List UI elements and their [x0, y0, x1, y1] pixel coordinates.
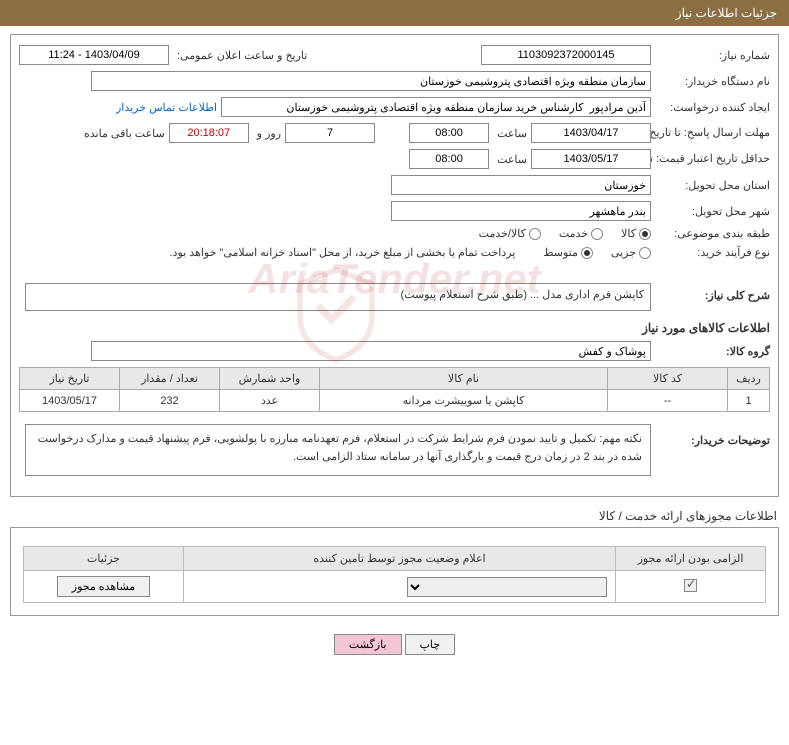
- row-validity: حداقل تاریخ اعتبار قیمت: تا تاریخ: ساعت: [19, 149, 770, 169]
- need-number-label: شماره نیاز:: [655, 49, 770, 62]
- row-buyer: نام دستگاه خریدار:: [19, 71, 770, 91]
- category-label: طبقه بندی موضوعی:: [655, 227, 770, 240]
- process-note: پرداخت تمام یا بخشی از مبلغ خرید، از محل…: [170, 246, 520, 259]
- required-checkbox[interactable]: [684, 579, 697, 592]
- radio-medium[interactable]: متوسط: [543, 246, 593, 259]
- th-date: تاریخ نیاز: [20, 368, 120, 390]
- countdown-field: [169, 123, 249, 143]
- cell-required: [616, 571, 766, 603]
- row-province: استان محل تحویل:: [19, 175, 770, 195]
- group-label: گروه کالا:: [655, 345, 770, 358]
- view-license-button[interactable]: مشاهده مجوز: [57, 576, 150, 597]
- th-unit: واحد شمارش: [220, 368, 320, 390]
- radio-goods[interactable]: کالا: [621, 227, 651, 240]
- license-header-row: الزامی بودن ارائه مجوز اعلام وضعیت مجوز …: [24, 547, 766, 571]
- buyer-field[interactable]: [91, 71, 651, 91]
- cell-date: 1403/05/17: [20, 390, 120, 412]
- th-status: اعلام وضعیت مجوز توسط تامین کننده: [184, 547, 616, 571]
- buyer-notes-box[interactable]: نکته مهم: تکمیل و تایید نمودن فرم شرایط …: [25, 424, 651, 476]
- deadline-date-field[interactable]: [531, 123, 651, 143]
- requester-field[interactable]: [221, 97, 651, 117]
- province-field[interactable]: [391, 175, 651, 195]
- cell-qty: 232: [120, 390, 220, 412]
- row-group: گروه کالا:: [19, 341, 770, 361]
- watermark-shield-icon: [291, 265, 381, 365]
- radio-dot-icon: [591, 228, 603, 240]
- row-requester: ایجاد کننده درخواست: اطلاعات تماس خریدار: [19, 97, 770, 117]
- radio-goods-label: کالا: [621, 227, 636, 240]
- main-panel: AriaTender.net شماره نیاز: تاریخ و ساعت …: [10, 34, 779, 497]
- th-required: الزامی بودن ارائه مجوز: [616, 547, 766, 571]
- desc-label: شرح کلی نیاز:: [655, 283, 770, 302]
- table-row: 1 -- کاپشن یا سوییشرت مردانه عدد 232 140…: [20, 390, 770, 412]
- validity-time-label: ساعت: [493, 153, 527, 166]
- cell-name: کاپشن یا سوییشرت مردانه: [320, 390, 608, 412]
- radio-medium-label: متوسط: [543, 246, 578, 259]
- goods-table: ردیف کد کالا نام کالا واحد شمارش تعداد /…: [19, 367, 770, 412]
- license-panel: الزامی بودن ارائه مجوز اعلام وضعیت مجوز …: [10, 527, 779, 616]
- back-button[interactable]: بازگشت: [334, 634, 402, 655]
- row-need-number: شماره نیاز: تاریخ و ساعت اعلان عمومی:: [19, 45, 770, 65]
- radio-service-label: خدمت: [559, 227, 588, 240]
- city-field[interactable]: [391, 201, 651, 221]
- process-radio-group: جزیی متوسط: [543, 246, 651, 259]
- cell-detail: مشاهده مجوز: [24, 571, 184, 603]
- th-code: کد کالا: [608, 368, 728, 390]
- cell-code: --: [608, 390, 728, 412]
- goods-section-title: اطلاعات کالاهای مورد نیاز: [19, 321, 770, 335]
- row-process: نوع فرآیند خرید: جزیی متوسط پرداخت تمام …: [19, 246, 770, 259]
- row-buyer-notes: توضیحات خریدار: نکته مهم: تکمیل و تایید …: [19, 420, 770, 480]
- license-section-title: اطلاعات مجوزهای ارائه خدمت / کالا: [12, 509, 777, 523]
- validity-label: حداقل تاریخ اعتبار قیمت: تا تاریخ:: [655, 152, 770, 166]
- th-detail: جزئیات: [24, 547, 184, 571]
- cell-status: [184, 571, 616, 603]
- radio-both-label: کالا/خدمت: [479, 227, 526, 240]
- row-deadline: مهلت ارسال پاسخ: تا تاریخ: ساعت روز و سا…: [19, 123, 770, 143]
- requester-label: ایجاد کننده درخواست:: [655, 101, 770, 114]
- radio-both[interactable]: کالا/خدمت: [479, 227, 541, 240]
- days-field[interactable]: [285, 123, 375, 143]
- announce-label: تاریخ و ساعت اعلان عمومی:: [173, 49, 307, 62]
- announce-field[interactable]: [19, 45, 169, 65]
- city-label: شهر محل تحویل:: [655, 205, 770, 218]
- remain-label: ساعت باقی مانده: [80, 127, 165, 140]
- status-select[interactable]: [407, 577, 607, 597]
- print-button[interactable]: چاپ: [405, 634, 456, 655]
- row-category: طبقه بندی موضوعی: کالا خدمت کالا/خدمت: [19, 227, 770, 240]
- deadline-time-label: ساعت: [493, 127, 527, 140]
- radio-partial[interactable]: جزیی: [611, 246, 651, 259]
- cell-unit: عدد: [220, 390, 320, 412]
- radio-dot-icon: [639, 247, 651, 259]
- radio-dot-icon: [639, 228, 651, 240]
- page-header: جزئیات اطلاعات نیاز: [0, 0, 789, 26]
- page-title: جزئیات اطلاعات نیاز: [676, 6, 777, 20]
- th-row: ردیف: [728, 368, 770, 390]
- row-city: شهر محل تحویل:: [19, 201, 770, 221]
- license-table: الزامی بودن ارائه مجوز اعلام وضعیت مجوز …: [23, 546, 766, 603]
- deadline-time-field[interactable]: [409, 123, 489, 143]
- category-radio-group: کالا خدمت کالا/خدمت: [479, 227, 651, 240]
- buyer-label: نام دستگاه خریدار:: [655, 75, 770, 88]
- th-name: نام کالا: [320, 368, 608, 390]
- table-header-row: ردیف کد کالا نام کالا واحد شمارش تعداد /…: [20, 368, 770, 390]
- radio-partial-label: جزیی: [611, 246, 636, 259]
- radio-dot-icon: [581, 247, 593, 259]
- license-row: مشاهده مجوز: [24, 571, 766, 603]
- buyer-notes-label: توضیحات خریدار:: [655, 420, 770, 447]
- deadline-label: مهلت ارسال پاسخ: تا تاریخ:: [655, 126, 770, 140]
- radio-service[interactable]: خدمت: [559, 227, 603, 240]
- province-label: استان محل تحویل:: [655, 179, 770, 192]
- button-bar: چاپ بازگشت: [0, 626, 789, 669]
- validity-date-field[interactable]: [531, 149, 651, 169]
- radio-dot-icon: [529, 228, 541, 240]
- row-desc: شرح کلی نیاز: کاپشن فرم اداری مدل ... (ط…: [19, 283, 770, 311]
- validity-time-field[interactable]: [409, 149, 489, 169]
- cell-row: 1: [728, 390, 770, 412]
- need-number-field[interactable]: [481, 45, 651, 65]
- days-label: روز و: [253, 127, 281, 140]
- th-qty: تعداد / مقدار: [120, 368, 220, 390]
- process-label: نوع فرآیند خرید:: [655, 246, 770, 259]
- contact-link[interactable]: اطلاعات تماس خریدار: [116, 101, 217, 114]
